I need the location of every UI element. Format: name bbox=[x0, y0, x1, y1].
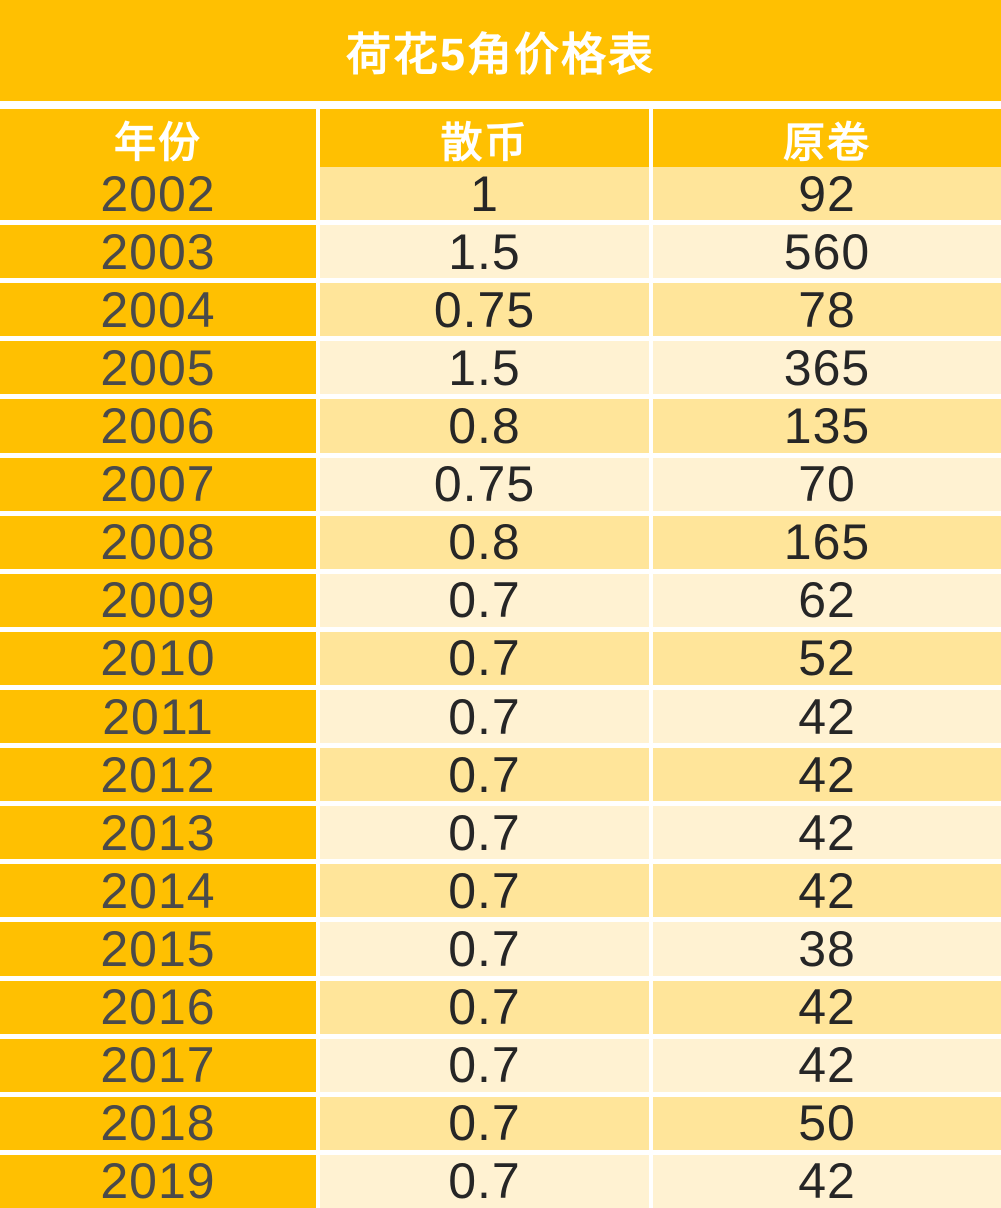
table-row: 2007 0.75 70 bbox=[0, 457, 1001, 511]
roll-cell: 92 bbox=[653, 167, 1001, 221]
loose-coin-cell: 0.7 bbox=[320, 1038, 649, 1092]
roll-cell: 50 bbox=[653, 1096, 1001, 1150]
year-cell: 2007 bbox=[0, 457, 316, 511]
year-cell: 2017 bbox=[0, 1038, 316, 1092]
roll-cell: 135 bbox=[653, 399, 1001, 453]
table-body: 2002 1 92 2003 1.5 560 2004 0.75 78 2005 1.5 365 200… bbox=[0, 167, 1001, 1208]
table-row: 2011 0.7 42 bbox=[0, 689, 1001, 744]
year-cell: 2019 bbox=[0, 1154, 316, 1208]
loose-coin-cell: 0.7 bbox=[320, 922, 649, 976]
column-header-year: 年份 bbox=[0, 109, 316, 170]
table-row: 2017 0.7 42 bbox=[0, 1038, 1001, 1092]
table-row: 2014 0.7 42 bbox=[0, 864, 1001, 918]
roll-cell: 78 bbox=[653, 283, 1001, 337]
loose-coin-cell: 1.5 bbox=[320, 341, 649, 395]
year-cell: 2010 bbox=[0, 631, 316, 685]
year-cell: 2016 bbox=[0, 980, 316, 1034]
loose-coin-cell: 0.7 bbox=[320, 573, 649, 627]
roll-cell: 165 bbox=[653, 515, 1001, 569]
table-row: 2018 0.7 50 bbox=[0, 1096, 1001, 1150]
loose-coin-cell: 0.7 bbox=[320, 689, 649, 744]
table-row: 2010 0.7 52 bbox=[0, 631, 1001, 685]
roll-cell: 42 bbox=[653, 980, 1001, 1034]
year-cell: 2003 bbox=[0, 225, 316, 279]
table-row: 2004 0.75 78 bbox=[0, 283, 1001, 337]
year-cell: 2002 bbox=[0, 167, 316, 221]
table-row: 2006 0.8 135 bbox=[0, 399, 1001, 453]
roll-cell: 365 bbox=[653, 341, 1001, 395]
year-cell: 2013 bbox=[0, 806, 316, 860]
loose-coin-cell: 1 bbox=[320, 167, 649, 221]
year-cell: 2018 bbox=[0, 1096, 316, 1150]
table-row: 2015 0.7 38 bbox=[0, 922, 1001, 976]
roll-cell: 70 bbox=[653, 457, 1001, 511]
table-row: 2019 0.7 42 bbox=[0, 1154, 1001, 1208]
roll-cell: 42 bbox=[653, 1038, 1001, 1092]
roll-cell: 42 bbox=[653, 748, 1001, 802]
year-cell: 2014 bbox=[0, 864, 316, 918]
loose-coin-cell: 1.5 bbox=[320, 225, 649, 279]
table-row: 2013 0.7 42 bbox=[0, 806, 1001, 860]
roll-cell: 560 bbox=[653, 225, 1001, 279]
table-row: 2008 0.8 165 bbox=[0, 515, 1001, 569]
table-row: 2016 0.7 42 bbox=[0, 980, 1001, 1034]
loose-coin-cell: 0.7 bbox=[320, 631, 649, 685]
roll-cell: 42 bbox=[653, 1154, 1001, 1208]
year-cell: 2008 bbox=[0, 515, 316, 569]
loose-coin-cell: 0.8 bbox=[320, 399, 649, 453]
loose-coin-cell: 0.75 bbox=[320, 283, 649, 337]
table-row: 2009 0.7 62 bbox=[0, 573, 1001, 627]
year-cell: 2015 bbox=[0, 922, 316, 976]
year-cell: 2011 bbox=[0, 689, 316, 744]
roll-cell: 42 bbox=[653, 806, 1001, 860]
table-row: 2012 0.7 42 bbox=[0, 748, 1001, 802]
table-title: 荷花5角价格表 bbox=[0, 0, 1001, 101]
loose-coin-cell: 0.7 bbox=[320, 1096, 649, 1150]
table-row: 2005 1.5 365 bbox=[0, 341, 1001, 395]
loose-coin-cell: 0.7 bbox=[320, 864, 649, 918]
column-header-loose-coin: 散币 bbox=[320, 109, 649, 170]
roll-cell: 52 bbox=[653, 631, 1001, 685]
year-cell: 2009 bbox=[0, 573, 316, 627]
loose-coin-cell: 0.7 bbox=[320, 806, 649, 860]
year-cell: 2006 bbox=[0, 399, 316, 453]
loose-coin-cell: 0.75 bbox=[320, 457, 649, 511]
table-row: 2002 1 92 bbox=[0, 167, 1001, 221]
column-header-original-roll: 原卷 bbox=[653, 109, 1001, 170]
year-cell: 2005 bbox=[0, 341, 316, 395]
year-cell: 2004 bbox=[0, 283, 316, 337]
roll-cell: 42 bbox=[653, 689, 1001, 744]
roll-cell: 38 bbox=[653, 922, 1001, 976]
roll-cell: 62 bbox=[653, 573, 1001, 627]
year-cell: 2012 bbox=[0, 748, 316, 802]
loose-coin-cell: 0.8 bbox=[320, 515, 649, 569]
loose-coin-cell: 0.7 bbox=[320, 748, 649, 802]
roll-cell: 42 bbox=[653, 864, 1001, 918]
table-header-row: 年份 散币 原卷 bbox=[0, 109, 1001, 170]
table-row: 2003 1.5 560 bbox=[0, 225, 1001, 279]
loose-coin-cell: 0.7 bbox=[320, 980, 649, 1034]
loose-coin-cell: 0.7 bbox=[320, 1154, 649, 1208]
